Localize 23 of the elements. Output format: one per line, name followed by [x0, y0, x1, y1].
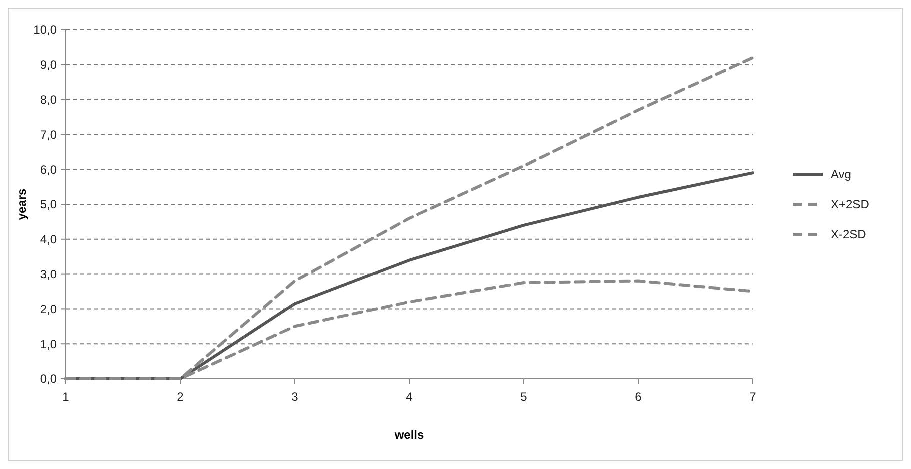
- legend-label: X-2SD: [831, 228, 867, 242]
- x-tick-label: 1: [62, 390, 70, 404]
- y-tick-label: 7,0: [40, 128, 58, 142]
- y-tick-label: 0,0: [40, 372, 58, 386]
- x-tick-label: 3: [292, 390, 299, 404]
- legend-label: Avg: [831, 168, 852, 182]
- x-axis-title: wells: [394, 428, 424, 442]
- y-tick-label: 2,0: [40, 302, 58, 316]
- x-tick-label: 7: [750, 390, 757, 404]
- y-tick-label: 1,0: [40, 337, 58, 352]
- y-tick-label: 6,0: [40, 162, 58, 177]
- y-tick-label: 8,0: [40, 93, 58, 107]
- x-tick-label: 2: [177, 390, 184, 404]
- legend-label: X+2SD: [831, 198, 870, 212]
- y-tick-label: 10,0: [34, 23, 58, 38]
- x-tick-label: 6: [635, 390, 642, 404]
- y-tick-label: 9,0: [40, 58, 58, 72]
- x-tick-label: 5: [520, 390, 528, 404]
- y-axis-title: years: [15, 188, 29, 220]
- x-tick-label: 4: [406, 390, 414, 404]
- y-tick-label: 5,0: [40, 198, 58, 212]
- y-tick-label: 4,0: [40, 232, 58, 247]
- y-tick-label: 3,0: [40, 268, 58, 282]
